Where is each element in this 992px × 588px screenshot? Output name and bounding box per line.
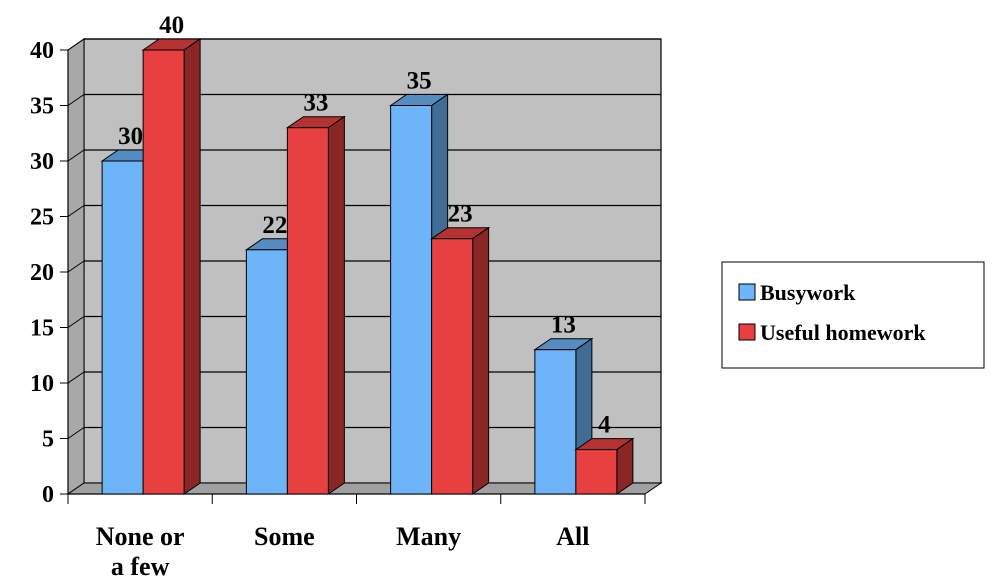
bar — [286, 127, 329, 495]
gridline-side — [67, 371, 85, 384]
data-label: 13 — [551, 312, 576, 339]
legend-label: Busywork — [760, 280, 856, 305]
bar — [431, 238, 474, 495]
data-label: 40 — [159, 12, 184, 39]
legend: Busywork Useful homework — [721, 261, 985, 369]
legend-swatch — [738, 323, 756, 341]
y-tick-label: 0 — [42, 482, 54, 508]
data-label: 23 — [448, 201, 473, 228]
bar-side — [183, 38, 201, 495]
data-label: 33 — [303, 90, 328, 117]
category-label: Some — [254, 522, 315, 551]
gridline-side — [67, 316, 85, 328]
category-label: a few — [111, 552, 170, 581]
gridline-side — [67, 260, 85, 273]
gridline-side — [67, 427, 85, 439]
bar — [534, 349, 577, 495]
y-tick-label: 5 — [42, 427, 54, 453]
category-label: None or — [96, 522, 185, 551]
bar — [101, 160, 144, 495]
y-tick-label: 15 — [30, 316, 54, 342]
y-tick-label: 20 — [30, 260, 54, 286]
legend-box — [721, 261, 985, 369]
y-tick-label: 35 — [30, 94, 54, 120]
data-label: 30 — [118, 123, 143, 150]
category-label: Many — [396, 522, 461, 551]
data-labels: 30 40 22 33 35 23 13 4 — [118, 12, 611, 439]
legend-label: Useful homework — [760, 320, 926, 345]
gridline-side — [67, 94, 85, 106]
data-label: 4 — [598, 412, 611, 439]
bar — [245, 249, 288, 495]
gridline-side — [67, 149, 85, 162]
data-label: 35 — [407, 68, 432, 95]
bar — [142, 49, 185, 495]
y-tick-label: 10 — [30, 371, 54, 397]
gridline-side — [67, 205, 85, 217]
category-label: All — [556, 522, 589, 551]
data-label: 22 — [262, 212, 287, 239]
gridline-side — [67, 38, 85, 51]
bar-side — [472, 226, 490, 495]
bar-side — [327, 115, 345, 495]
y-tick-label: 40 — [30, 38, 54, 64]
bar — [575, 449, 618, 495]
bars — [100, 38, 635, 495]
category-axis: None ora few Some Many All — [67, 494, 646, 581]
y-tick-label: 25 — [30, 205, 54, 231]
legend-swatch — [738, 283, 756, 301]
bar — [390, 105, 433, 495]
y-tick-label: 30 — [30, 149, 54, 175]
